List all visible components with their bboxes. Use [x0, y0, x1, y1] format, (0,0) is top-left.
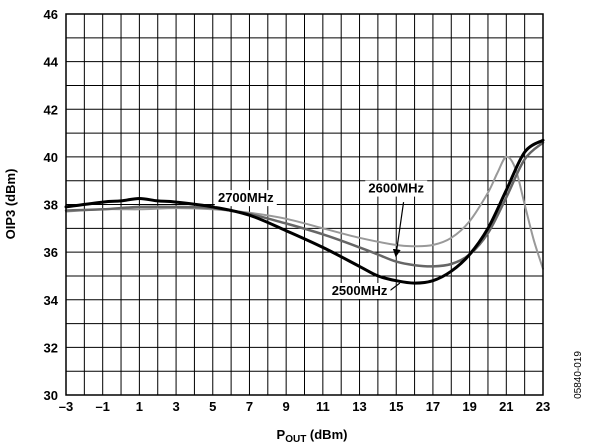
x-axis-label-unit: (dBm): [306, 427, 347, 442]
x-axis-label: POUT (dBm): [277, 427, 348, 445]
y-axis-label: OIP3 (dBm): [3, 169, 18, 240]
series-label-2700mhz: 2700MHz: [218, 190, 274, 205]
x-tick-label: 7: [246, 399, 253, 414]
y-tick-label: 32: [44, 340, 58, 355]
series-annotations: 2700MHz 2600MHz 2500MHz: [214, 180, 428, 299]
leader-2500mhz: [388, 282, 401, 292]
x-tick-label: 21: [499, 399, 513, 414]
y-tick-label: 38: [44, 198, 58, 213]
x-tick-label: 19: [462, 399, 476, 414]
x-tick-label: 23: [536, 399, 550, 414]
series-label-2600mhz-background: [365, 180, 428, 197]
series-label-2500mhz: 2500MHz: [332, 283, 388, 298]
x-tick-label: 11: [316, 399, 330, 414]
x-tick-label: 1: [136, 399, 143, 414]
x-tick-label: 17: [426, 399, 440, 414]
y-tick-label: 34: [44, 293, 59, 308]
x-tick-label: 13: [352, 399, 366, 414]
series-group: [64, 138, 545, 285]
x-tick-label: 15: [389, 399, 403, 414]
y-tick-label: 44: [44, 55, 59, 70]
x-tick-labels: –3 –1 1 3 5 7 9 11 13 15 17 19 21 23: [59, 399, 550, 414]
series-line-2500mhz: [64, 138, 545, 285]
y-tick-label: 30: [44, 388, 58, 403]
series-label-2500mhz-background: [328, 282, 391, 299]
x-tick-label: 5: [209, 399, 216, 414]
x-tick-label: –3: [59, 399, 73, 414]
y-tick-label: 46: [44, 7, 58, 22]
x-axis-label-main: P: [277, 427, 286, 442]
x-axis-label-subscript: OUT: [285, 434, 306, 445]
y-tick-labels: 30 32 34 36 38 40 42 44 46: [44, 7, 59, 403]
plot-frame: [65, 13, 544, 396]
x-tick-label: 9: [283, 399, 290, 414]
y-tick-label: 36: [44, 245, 58, 260]
x-tick-label: 3: [172, 399, 179, 414]
y-tick-label: 42: [44, 102, 58, 117]
series-label-2700mhz-background: [214, 190, 277, 207]
x-tick-label: –1: [95, 399, 109, 414]
grid: [65, 13, 544, 396]
series-label-2600mhz: 2600MHz: [368, 181, 424, 196]
figure-id: 05840-019: [573, 351, 584, 399]
y-tick-label: 40: [44, 150, 58, 165]
series-line-2600mhz: [64, 141, 545, 268]
leader-2600mhz: [392, 202, 405, 258]
